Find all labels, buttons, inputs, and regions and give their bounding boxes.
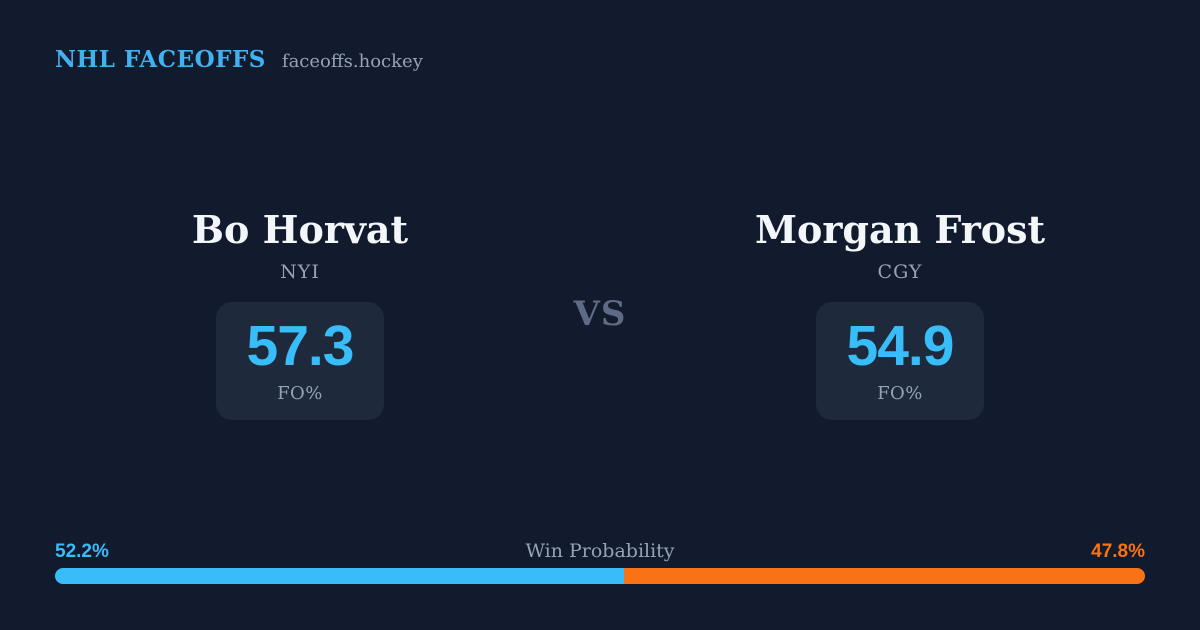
site-url: faceoffs.hockey <box>281 51 423 72</box>
stat-label: FO% <box>877 382 923 404</box>
stat-card: 54.9 FO% <box>816 301 984 420</box>
right-win-percentage: 47.8% <box>1091 541 1145 562</box>
win-probability-title: Win Probability <box>525 540 675 562</box>
win-probability-segment-right <box>623 568 1145 584</box>
win-probability-segment-left <box>55 568 624 584</box>
stat-label: FO% <box>277 382 323 404</box>
vs-label: VS <box>573 294 627 334</box>
stat-card: 57.3 FO% <box>216 301 384 420</box>
player-name: Morgan Frost <box>754 207 1046 252</box>
left-win-percentage: 52.2% <box>55 541 109 562</box>
win-probability-bar <box>55 568 1145 584</box>
brand-title: NHL FACEOFFS <box>55 46 266 73</box>
player-column-right: Morgan Frost CGY 54.9 FO% <box>720 208 1080 420</box>
stat-value: 57.3 <box>246 313 355 378</box>
player-team: CGY <box>877 260 923 283</box>
header: NHL FACEOFFS faceoffs.hockey <box>55 46 423 73</box>
player-team: NYI <box>280 260 320 283</box>
player-column-left: Bo Horvat NYI 57.3 FO% <box>120 208 480 420</box>
player-name: Bo Horvat <box>191 207 409 252</box>
stat-value: 54.9 <box>846 313 955 378</box>
win-probability-labels: 52.2% Win Probability 47.8% <box>55 540 1145 563</box>
